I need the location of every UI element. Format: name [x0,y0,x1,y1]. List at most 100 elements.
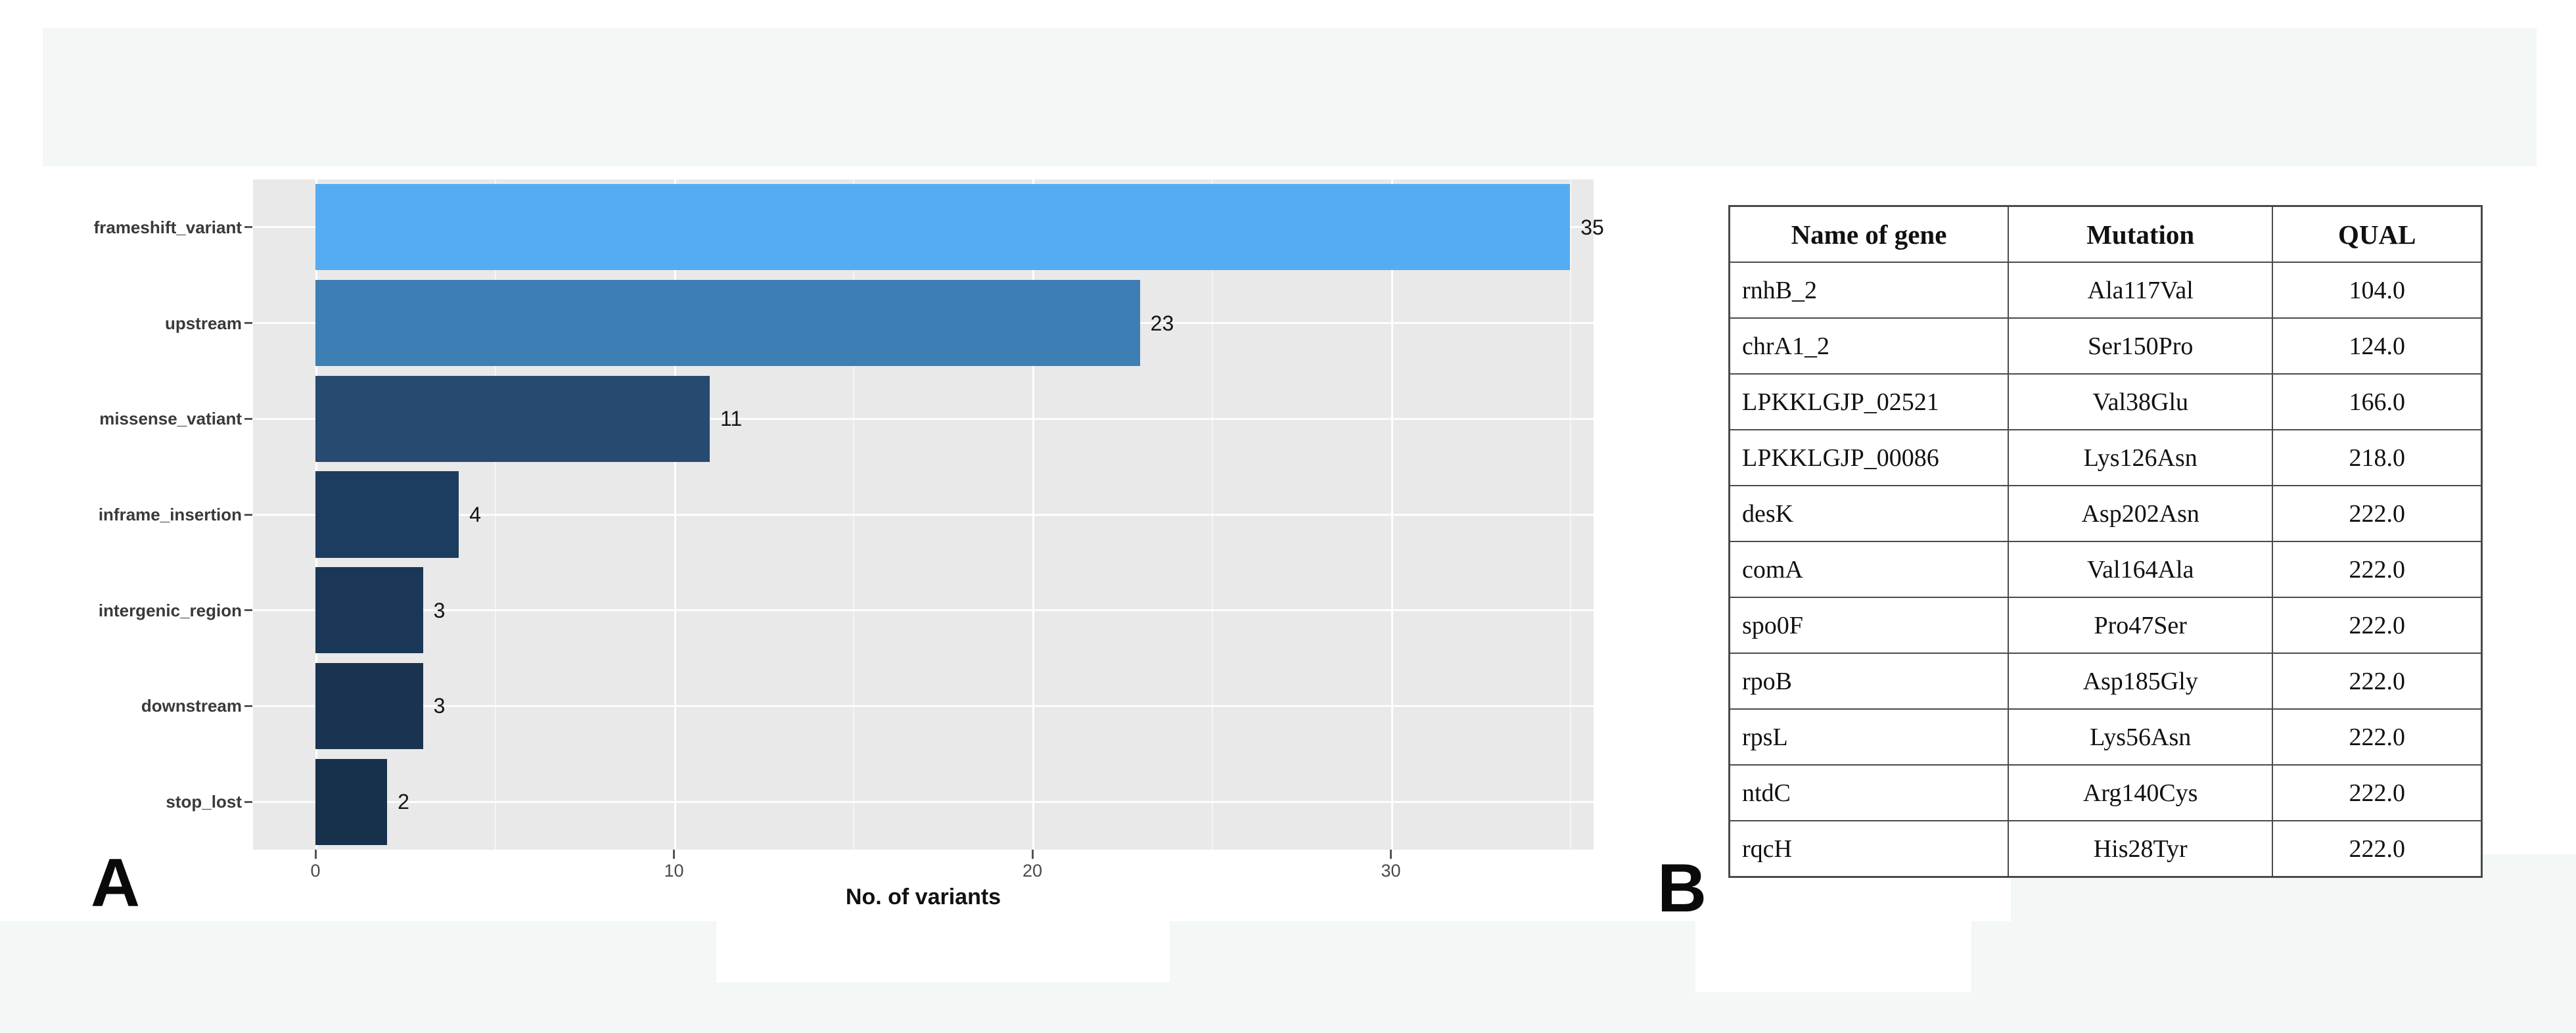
table-cell: rqcH [1728,820,2009,878]
table-cell: 222.0 [2272,597,2483,654]
y-axis-tick [244,322,252,325]
bar-intergenic_region [315,567,423,654]
table-cell: spo0F [1728,597,2009,654]
table-cell: 222.0 [2272,653,2483,710]
table-body: rnhB_2 Ala117Val 104.0 chrA1_2 Ser150Pro 124.… [1728,262,2483,878]
x-axis-title: No. of variants [845,884,1001,909]
table-cell: Lys126Asn [2007,429,2274,486]
table-cell: Asp185Gly [2007,653,2274,710]
y-axis-tick [244,513,252,516]
axis-title-backdrop [716,910,1170,982]
table-cell: Arg140Cys [2007,764,2274,821]
bar-value-label: 3 [433,694,446,718]
table-cell: His28Tyr [2007,820,2274,878]
table-row: chrA1_2 Ser150Pro 124.0 [1728,317,2483,375]
category-label-upstream: upstream [164,313,242,333]
category-label-intergenic_region: intergenic_region [98,600,242,620]
bar-chart-panel [253,179,1594,850]
table-header-cell: Name of gene [1728,205,2009,263]
top-background-band [43,28,2537,166]
y-major-gridline [253,704,1594,707]
bar-upstream [315,280,1140,367]
table-cell: 104.0 [2272,262,2483,319]
table-row: rqcH His28Tyr 222.0 [1728,820,2483,878]
table-cell: 218.0 [2272,429,2483,486]
x-axis-tick [314,850,317,859]
bar-missense_vatiant [315,375,710,462]
table-row: rnhB_2 Ala117Val 104.0 [1728,262,2483,319]
bar-inframe_insertion [315,471,459,558]
table-cell: Pro47Ser [2007,597,2274,654]
table-header-cell: Mutation [2007,205,2274,263]
table-row: spo0F Pro47Ser 222.0 [1728,597,2483,654]
table-row: LPKKLGJP_00086 Lys126Asn 218.0 [1728,429,2483,486]
y-axis-tick [244,704,252,707]
gene-mutation-table: Name of gene Mutation QUAL rnhB_2 Ala117Val… [1728,205,2483,878]
bar-value-label: 11 [720,407,743,431]
table-row: desK Asp202Asn 222.0 [1728,485,2483,542]
category-label-stop_lost: stop_lost [166,792,242,812]
table-cell: rpoB [1728,653,2009,710]
bar-value-label: 35 [1580,215,1604,239]
table-cell: Val164Ala [2007,541,2274,598]
table-cell: 222.0 [2272,708,2483,766]
table-cell: LPKKLGJP_00086 [1728,429,2009,486]
bottom-background-band [0,921,2576,1033]
x-tick-label: 10 [664,861,684,881]
x-tick-label: 30 [1381,861,1401,881]
bar-value-label: 2 [398,790,409,814]
bar-value-label: 4 [469,503,481,526]
table-cell: Val38Glu [2007,373,2274,430]
y-major-gridline [253,609,1594,612]
y-axis-tick [244,226,252,229]
table-header-row: Name of gene Mutation QUAL [1728,205,2483,263]
table-cell: 222.0 [2272,820,2483,878]
y-major-gridline [253,513,1594,516]
table-header-cell: QUAL [2272,205,2483,263]
table-cell: 166.0 [2272,373,2483,430]
y-axis-tick [244,800,252,803]
table-cell: Ala117Val [2007,262,2274,319]
x-axis-tick [673,850,675,859]
table-cell: rnhB_2 [1728,262,2009,319]
table-cell: chrA1_2 [1728,317,2009,375]
panel-b-backdrop [1695,910,1971,992]
table-cell: desK [1728,485,2009,542]
panel-b-letter: B [1657,850,1707,927]
table-header: Name of gene Mutation QUAL [1728,205,2483,263]
table-row: rpoB Asp185Gly 222.0 [1728,653,2483,710]
y-major-gridline [253,417,1594,420]
y-major-gridline [253,800,1594,803]
category-label-inframe_insertion: inframe_insertion [98,505,242,524]
category-label-downstream: downstream [141,696,242,716]
table-row: LPKKLGJP_02521 Val38Glu 166.0 [1728,373,2483,430]
table-cell: 222.0 [2272,485,2483,542]
x-axis-tick [1390,850,1392,859]
table-cell: 124.0 [2272,317,2483,375]
y-axis-tick [244,609,252,612]
table-cell: Ser150Pro [2007,317,2274,375]
bar-value-label: 3 [433,598,446,622]
panel-a-letter: A [91,845,141,921]
category-label-missense_vatiant: missense_vatiant [99,409,242,429]
table-cell: 222.0 [2272,541,2483,598]
table-cell: comA [1728,541,2009,598]
table-row: rpsL Lys56Asn 222.0 [1728,708,2483,766]
bar-value-label: 23 [1150,311,1174,335]
table-cell: ntdC [1728,764,2009,821]
table-row: ntdC Arg140Cys 222.0 [1728,764,2483,821]
x-tick-label: 0 [310,861,321,881]
bar-stop_lost [315,758,388,845]
table-cell: rpsL [1728,708,2009,766]
x-tick-label: 20 [1022,861,1043,881]
table-cell: Lys56Asn [2007,708,2274,766]
table-cell: LPKKLGJP_02521 [1728,373,2009,430]
bar-frameshift_variant [315,184,1571,271]
category-label-frameshift_variant: frameshift_variant [93,217,242,237]
x-axis-tick [1031,850,1034,859]
table-cell: 222.0 [2272,764,2483,821]
bar-downstream [315,662,423,749]
table-row: comA Val164Ala 222.0 [1728,541,2483,598]
y-axis-tick [244,417,252,420]
